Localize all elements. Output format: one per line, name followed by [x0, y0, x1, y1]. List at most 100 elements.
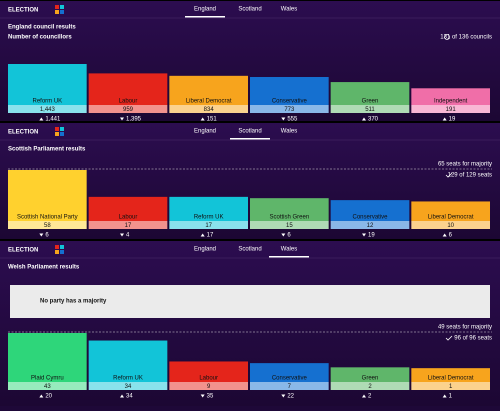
logo-text: ELECTION — [8, 248, 38, 254]
change-arrow — [281, 117, 286, 121]
party-name-band — [330, 96, 410, 105]
check-icon — [445, 172, 453, 178]
seat-change: 2 — [368, 394, 372, 400]
logo-icon — [60, 245, 64, 249]
seat-bar — [250, 77, 329, 96]
logo-icon — [55, 10, 59, 14]
seat-count: 43 — [44, 384, 51, 390]
notice-text: No party has a majority — [40, 299, 107, 305]
seat-change: 1,395 — [126, 117, 142, 123]
majority-label: 49 seats for majority — [438, 325, 492, 331]
seat-band — [8, 382, 87, 390]
seat-count: 773 — [284, 107, 295, 113]
party-name: Labour — [199, 375, 218, 381]
logo-icon — [55, 127, 59, 131]
logo-icon — [60, 5, 64, 9]
party-name-band — [411, 96, 490, 105]
seat-band — [88, 221, 168, 229]
party-name: Reform UK — [113, 375, 143, 381]
seat-band — [169, 221, 248, 229]
party-name-band — [8, 373, 87, 382]
party-name: Green — [362, 98, 379, 104]
seat-count: 959 — [123, 107, 134, 113]
change-arrow — [120, 394, 124, 398]
progress-text: 96 of 96 seats — [454, 336, 492, 342]
logo-icon — [60, 250, 64, 254]
logo-icon — [55, 250, 59, 254]
seat-count: 1 — [449, 384, 453, 390]
seat-count: 12 — [367, 223, 374, 229]
party-name-band — [88, 96, 168, 105]
party-name: Scottish Green — [269, 214, 309, 220]
party-name: Independent — [434, 98, 468, 104]
check-icon — [445, 335, 453, 341]
seat-bar — [8, 170, 87, 212]
tab[interactable]: England — [194, 129, 216, 135]
tab[interactable]: Scotland — [238, 247, 261, 253]
seat-band — [330, 221, 410, 229]
tab[interactable]: Scotland — [238, 7, 261, 13]
seat-change: 6 — [449, 233, 453, 239]
seat-count: 2 — [368, 384, 372, 390]
seat-bar — [330, 367, 410, 373]
seat-bar — [411, 88, 490, 96]
party-name-band — [250, 373, 329, 382]
seat-band — [169, 382, 248, 390]
seat-change: 370 — [368, 117, 379, 123]
seat-band — [411, 382, 490, 390]
party-name: Reform UK — [194, 214, 224, 220]
party-name: Plaid Cymru — [31, 375, 64, 381]
party-name: Labour — [119, 98, 138, 104]
change-arrow — [39, 394, 44, 398]
seat-bar — [169, 361, 248, 373]
seat-change: 20 — [45, 394, 52, 400]
party-name: Labour — [119, 214, 138, 220]
seat-count: 9 — [207, 384, 211, 390]
seat-change: 35 — [207, 394, 214, 400]
party-name: Liberal Democrat — [428, 375, 474, 381]
panel-subtitle: Number of councillors — [8, 35, 72, 41]
tab[interactable]: Wales — [281, 7, 297, 13]
seat-bar — [169, 196, 248, 212]
party-name: Green — [362, 375, 379, 381]
seat-count: 191 — [446, 107, 457, 113]
change-arrow — [442, 117, 447, 121]
active-tab-underline — [185, 16, 225, 18]
seat-count: 10 — [447, 223, 454, 229]
logo-icon — [60, 127, 64, 131]
panel: ELECTION England Scotland Wales Welsh Parlia… — [0, 239, 500, 406]
seat-band — [330, 105, 410, 113]
party-name-band — [250, 96, 329, 105]
seat-band — [250, 221, 329, 229]
tab[interactable]: England — [194, 7, 216, 13]
active-tab-underline — [269, 256, 309, 258]
party-name-band — [411, 373, 490, 382]
seat-count: 17 — [125, 223, 132, 229]
party-name: Liberal Democrat — [428, 214, 474, 220]
party-name-band — [8, 96, 87, 105]
seat-band — [8, 105, 87, 113]
seat-change: 19 — [449, 117, 456, 123]
logo-text: ELECTION — [8, 8, 38, 14]
party-name-band — [88, 212, 168, 221]
logo-icon — [60, 10, 64, 14]
seat-change: 17 — [207, 233, 214, 239]
seat-change: 34 — [126, 394, 133, 400]
change-arrow — [281, 394, 286, 398]
tab[interactable]: England — [194, 247, 216, 253]
change-arrow — [281, 233, 286, 237]
progress-text: 131 of 136 councils — [440, 35, 492, 41]
progress-text: 129 of 129 seats — [448, 173, 492, 179]
tab[interactable]: Wales — [281, 129, 297, 135]
tab[interactable]: Wales — [281, 247, 297, 253]
logo-icon — [60, 132, 64, 136]
tab[interactable]: Scotland — [238, 129, 261, 135]
seat-band — [88, 105, 168, 113]
party-name: Reform UK — [32, 98, 62, 104]
panel: ELECTION England Scotland Wales England coun… — [0, 0, 500, 123]
seat-bar — [169, 75, 248, 96]
change-arrow — [200, 117, 205, 121]
seat-change: 19 — [368, 233, 375, 239]
seat-count: 7 — [288, 384, 292, 390]
seat-band — [250, 105, 329, 113]
